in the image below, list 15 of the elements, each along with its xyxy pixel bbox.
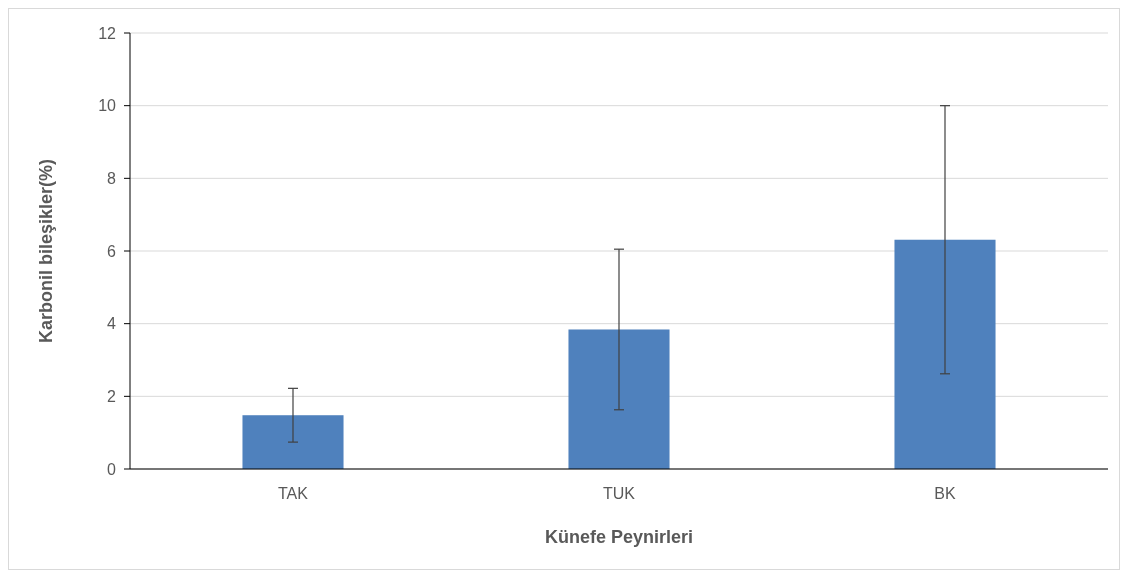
- bar: [242, 415, 344, 469]
- y-tick-label: 0: [107, 460, 117, 478]
- y-axis-title: Karbonil bileşikler(%): [36, 158, 56, 344]
- x-tick-label: TAK: [278, 485, 309, 502]
- bar: [894, 239, 996, 469]
- x-tick-label: TUK: [603, 485, 636, 502]
- y-tick-label: 4: [107, 315, 117, 333]
- y-tick-label: 10: [98, 97, 117, 115]
- x-axis-title: Künefe Peynirleri: [544, 527, 694, 547]
- y-tick-label: 12: [98, 24, 117, 42]
- y-tick-label: 6: [107, 242, 117, 260]
- y-tick-label: 2: [107, 387, 117, 405]
- x-tick-label: BK: [934, 485, 956, 502]
- bar: [568, 329, 670, 469]
- y-tick-label: 8: [107, 169, 117, 187]
